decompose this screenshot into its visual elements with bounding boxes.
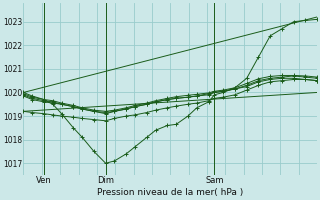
X-axis label: Pression niveau de la mer( hPa ): Pression niveau de la mer( hPa ) xyxy=(97,188,244,197)
